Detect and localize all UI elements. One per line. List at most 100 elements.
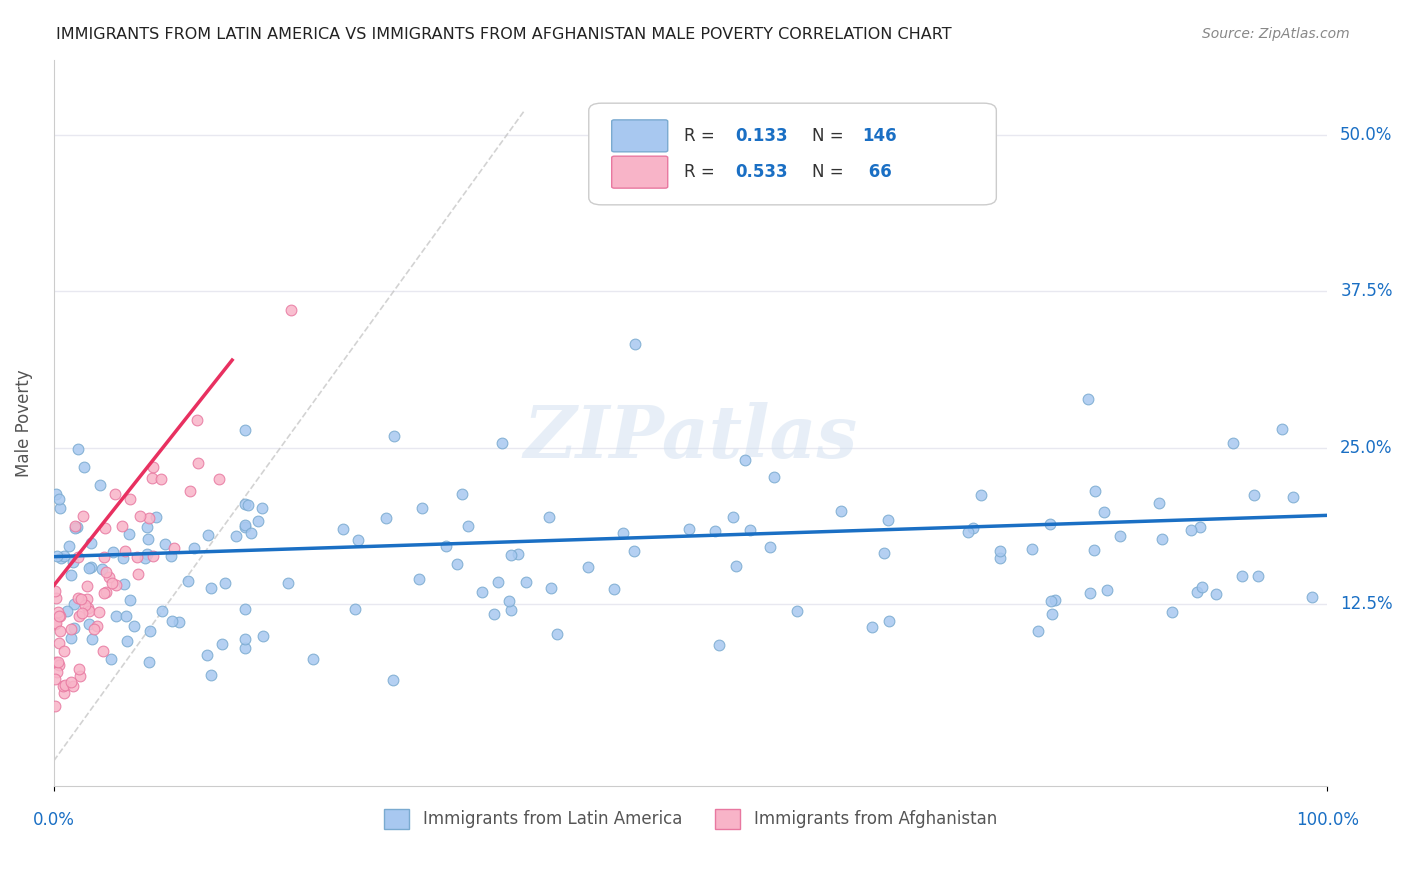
Point xyxy=(62,679,84,693)
Point xyxy=(208,472,231,486)
Point xyxy=(72,509,94,524)
Point xyxy=(1271,422,1294,436)
Point xyxy=(138,655,160,669)
Point xyxy=(110,519,132,533)
Point xyxy=(45,487,67,501)
Point xyxy=(1222,436,1244,450)
Point xyxy=(233,632,256,646)
Point xyxy=(44,673,66,687)
Point xyxy=(200,668,222,682)
Point xyxy=(67,442,90,456)
Point xyxy=(45,616,67,631)
Point xyxy=(101,575,124,590)
Point xyxy=(139,624,162,638)
Point xyxy=(77,617,100,632)
Point xyxy=(277,576,299,591)
Point xyxy=(46,655,69,669)
Point xyxy=(65,519,87,533)
Point xyxy=(138,511,160,525)
Point xyxy=(491,436,513,450)
Text: 12.5%: 12.5% xyxy=(1340,595,1393,613)
Point xyxy=(411,500,433,515)
Point xyxy=(128,508,150,523)
Point xyxy=(48,658,70,673)
Point xyxy=(73,599,96,613)
Point xyxy=(252,500,274,515)
Point xyxy=(80,535,103,549)
Text: 146: 146 xyxy=(863,127,897,145)
Point xyxy=(104,608,127,623)
Point xyxy=(153,537,176,551)
Point xyxy=(499,549,522,563)
Point xyxy=(382,429,405,443)
Point xyxy=(83,622,105,636)
Text: Source: ZipAtlas.com: Source: ZipAtlas.com xyxy=(1202,27,1350,41)
Point xyxy=(112,551,135,566)
Point xyxy=(1191,580,1213,594)
Point xyxy=(44,617,66,632)
Point xyxy=(1083,543,1105,558)
Point xyxy=(1232,569,1254,583)
Point xyxy=(63,518,86,533)
Point xyxy=(540,582,562,596)
Point xyxy=(52,685,75,699)
Point xyxy=(127,566,149,581)
Point xyxy=(763,470,786,484)
Point xyxy=(94,521,117,535)
Point xyxy=(69,669,91,683)
Point xyxy=(53,678,76,692)
Point xyxy=(58,539,80,553)
Point xyxy=(183,541,205,556)
Point xyxy=(118,592,141,607)
Point xyxy=(860,620,883,634)
Point xyxy=(186,413,208,427)
Text: 25.0%: 25.0% xyxy=(1340,439,1393,457)
Point xyxy=(66,591,89,605)
Point xyxy=(97,570,120,584)
Point xyxy=(724,559,747,574)
Point xyxy=(93,549,115,564)
Point xyxy=(1243,488,1265,502)
Point xyxy=(471,584,494,599)
Text: IMMIGRANTS FROM LATIN AMERICA VS IMMIGRANTS FROM AFGHANISTAN MALE POVERTY CORREL: IMMIGRANTS FROM LATIN AMERICA VS IMMIGRA… xyxy=(56,27,952,42)
Point xyxy=(200,581,222,595)
Point xyxy=(1205,587,1227,601)
Point xyxy=(1187,584,1209,599)
Point xyxy=(233,518,256,533)
Point xyxy=(63,621,86,635)
Point xyxy=(830,504,852,518)
Point xyxy=(96,584,118,599)
Point xyxy=(115,609,138,624)
Point xyxy=(451,486,474,500)
FancyBboxPatch shape xyxy=(589,103,997,205)
Point xyxy=(624,337,647,351)
Text: 0.0%: 0.0% xyxy=(32,811,75,830)
Point xyxy=(1045,592,1067,607)
Point xyxy=(1109,529,1132,543)
Point xyxy=(343,602,366,616)
Point xyxy=(446,558,468,572)
Point xyxy=(538,509,561,524)
Point xyxy=(45,656,67,670)
Point xyxy=(136,532,159,546)
Point xyxy=(187,456,209,470)
Point xyxy=(704,524,727,538)
Point xyxy=(515,575,537,590)
Point xyxy=(678,522,700,536)
Point xyxy=(603,582,626,597)
Point xyxy=(252,629,274,643)
Point xyxy=(145,510,167,524)
Point xyxy=(233,641,256,656)
Point xyxy=(1021,542,1043,557)
Point xyxy=(576,559,599,574)
Point xyxy=(1189,520,1212,534)
Point xyxy=(547,627,569,641)
Point xyxy=(117,527,139,541)
Point xyxy=(375,510,398,524)
Point xyxy=(1150,532,1173,546)
Point xyxy=(1039,594,1062,608)
Point xyxy=(104,578,127,592)
Point xyxy=(101,545,124,559)
Point xyxy=(1247,569,1270,583)
Point xyxy=(1026,624,1049,639)
